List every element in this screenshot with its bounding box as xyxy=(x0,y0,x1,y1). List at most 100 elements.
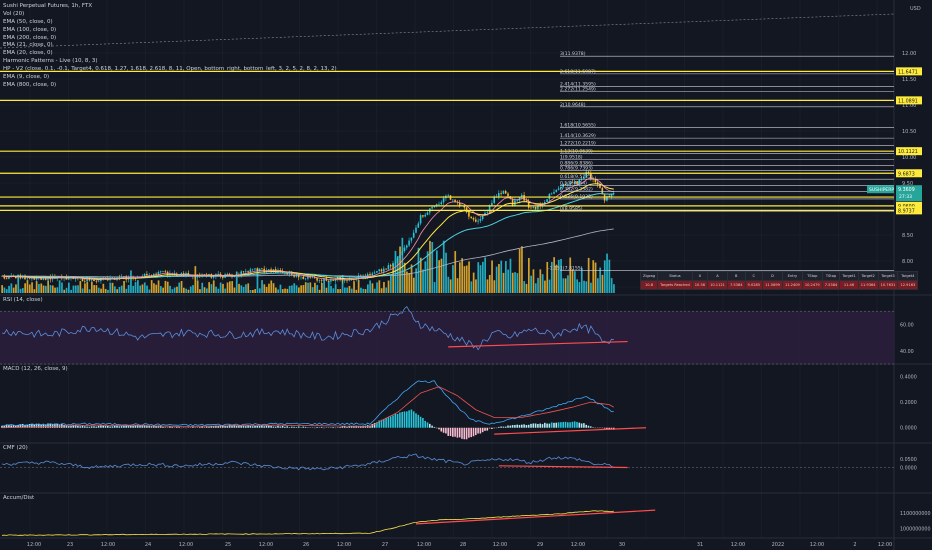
candle-body xyxy=(378,269,380,272)
volume-bar xyxy=(576,279,578,293)
volume-bar xyxy=(373,288,376,293)
volume-bar xyxy=(532,269,535,293)
time-axis-label: 30 xyxy=(619,542,625,548)
price-symbol-tag xyxy=(867,185,894,194)
candle-body xyxy=(249,269,252,273)
macd-histogram-bar xyxy=(256,426,259,428)
volume-bar xyxy=(477,262,480,293)
macd-histogram-bar xyxy=(465,427,468,440)
volume-bar xyxy=(139,285,141,293)
price-tick-label: 8.50 xyxy=(902,233,913,239)
volume-bar xyxy=(488,274,491,293)
macd-histogram-bar xyxy=(261,425,263,428)
legend-indicator-ema20[interactable]: EMA (20, close, 0) xyxy=(3,50,53,57)
macd-histogram-bar xyxy=(429,423,431,428)
legend-symbol-title[interactable]: Sushi Perpetual Futures, 1h, FTX xyxy=(3,3,93,9)
volume-bar xyxy=(40,283,43,293)
macd-histogram-bar xyxy=(8,424,10,428)
zigzag-table: Zigzag Status X A B C D Entry TStop TSto… xyxy=(639,271,919,290)
fib-label: 0.886(9.8386) xyxy=(560,160,593,166)
volume-bar xyxy=(417,247,420,293)
legend-indicator-hp-v2[interactable]: HP - V2 (close, 0.1, -0.1, Target4, 0.61… xyxy=(3,66,337,73)
candle-body xyxy=(463,205,466,208)
macd-histogram-bar xyxy=(514,424,516,428)
candle-body xyxy=(576,181,578,185)
volume-bar xyxy=(226,282,229,293)
macd-histogram-bar xyxy=(532,423,535,428)
macd-histogram-bar xyxy=(222,425,224,428)
candle-body xyxy=(523,194,525,201)
legend-indicator-ema200[interactable]: EMA (200, close, 0) xyxy=(3,34,57,41)
macd-histogram-bar xyxy=(240,425,242,428)
legend-indicator-ema21[interactable]: EMA (21, close, 0) xyxy=(3,42,53,49)
volume-bar xyxy=(219,282,222,293)
candle-body xyxy=(486,212,489,213)
volume-bar xyxy=(493,280,496,293)
candle-body xyxy=(288,272,291,275)
zigzag-header-cell: Zigzag xyxy=(639,271,659,281)
volume-bar xyxy=(440,258,443,293)
volume-bar xyxy=(187,289,190,293)
macd-histogram-bar xyxy=(169,426,171,428)
rsi-title[interactable]: RSI (14, close) xyxy=(3,297,43,303)
candle-body xyxy=(401,251,403,256)
macd-histogram-bar xyxy=(102,425,104,428)
legend-indicator-harmonic-live[interactable]: Harmonic Patterns - Live (10, 8, 3) xyxy=(3,58,98,65)
macd-histogram-bar xyxy=(33,424,35,428)
candle-body xyxy=(35,278,38,280)
volume-bar xyxy=(256,268,259,293)
key-level-label: 11.6471 xyxy=(898,69,918,75)
candle-body xyxy=(479,218,482,221)
volume-bar xyxy=(24,283,26,293)
macd-histogram-bar xyxy=(224,425,226,428)
legend-indicator-ema50[interactable]: EMA (50, close, 0) xyxy=(3,18,53,25)
cmf-line xyxy=(1,453,614,471)
macd-histogram-bar xyxy=(546,423,548,428)
fib-label: 1.272(10.2219) xyxy=(560,140,596,146)
macd-histogram-bar xyxy=(357,425,360,428)
time-axis-label: 12:00 xyxy=(731,542,745,548)
volume-bar xyxy=(337,289,339,293)
candle-body xyxy=(507,193,509,197)
volume-bar xyxy=(183,287,185,293)
volume-bar xyxy=(484,257,486,293)
macd-histogram-bar xyxy=(564,421,567,428)
candle-body xyxy=(346,280,348,281)
volume-bar xyxy=(22,288,24,293)
macd-histogram-bar xyxy=(134,425,137,428)
macd-histogram-bar xyxy=(268,425,270,428)
legend-indicator-vol[interactable]: Vol (20) xyxy=(3,10,25,17)
macd-title[interactable]: MACD (12, 26, close, 9) xyxy=(3,366,68,372)
volume-bar xyxy=(56,287,59,293)
macd-histogram-bar xyxy=(270,426,272,428)
candle-body xyxy=(47,277,49,280)
macd-histogram-bar xyxy=(521,424,523,428)
volume-bar xyxy=(369,280,371,293)
volume-bar xyxy=(203,287,206,293)
candle-body xyxy=(15,276,17,279)
legend-indicator-ema800[interactable]: EMA (800, close, 0) xyxy=(3,81,57,88)
zigzag-cell: 10.1121 xyxy=(707,280,728,290)
macd-histogram-bar xyxy=(111,426,114,428)
volume-bar xyxy=(166,281,169,293)
candle-body xyxy=(606,195,608,201)
cmf-title[interactable]: CMF (20) xyxy=(3,445,28,451)
candle-body xyxy=(26,278,29,280)
accumdist-title[interactable]: Accum/Dist xyxy=(3,495,35,501)
zigzag-header-cell: Target4 xyxy=(897,271,919,281)
volume-bar xyxy=(594,262,597,293)
macd-histogram-bar xyxy=(10,425,12,428)
legend-indicator-ema100[interactable]: EMA (100, close, 0) xyxy=(3,26,57,33)
candle-body xyxy=(544,202,546,204)
candle-body xyxy=(396,257,399,263)
macd-histogram-bar xyxy=(118,426,121,428)
legend-indicator-ema9[interactable]: EMA (9, close, 0) xyxy=(3,74,50,81)
volume-bar xyxy=(132,285,135,293)
macd-histogram-bar xyxy=(387,417,390,428)
volume-bar xyxy=(452,265,454,293)
macd-histogram-bar xyxy=(509,425,512,428)
volume-bar xyxy=(79,281,82,293)
macd-histogram-bar xyxy=(159,426,162,428)
volume-bar xyxy=(72,285,75,293)
volume-bar xyxy=(45,285,47,293)
